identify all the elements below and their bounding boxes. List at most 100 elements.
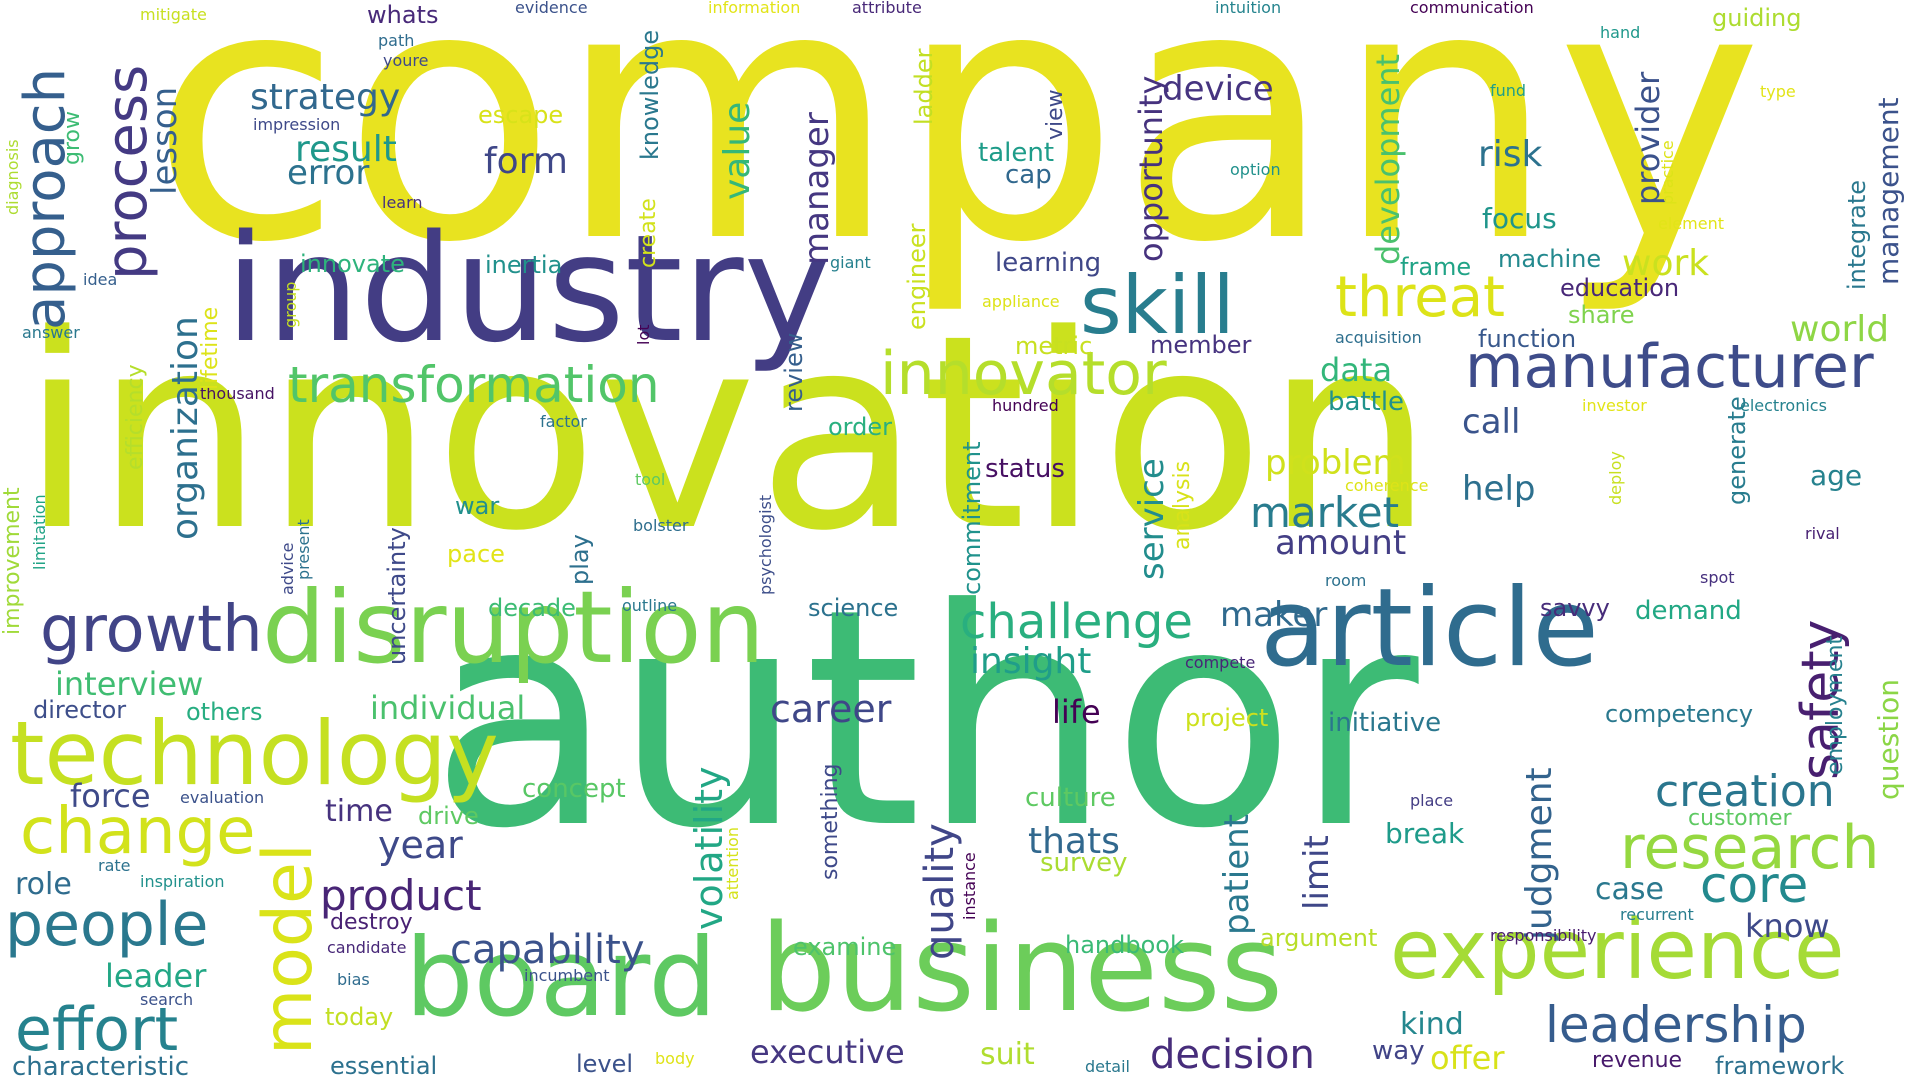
word-outline: outline [622,596,678,615]
word-drive: drive [418,802,479,830]
word-framework: framework [1715,1052,1845,1080]
word-view: view [1043,89,1068,140]
word-answer: answer [22,323,80,342]
word-inspiration: inspiration [140,872,225,891]
word-work: work [1622,243,1710,284]
word-inertia: inertia [485,251,563,279]
word-opportunity: opportunity [1132,75,1170,262]
word-thousand: thousand [200,384,275,403]
word-thats: thats [1028,821,1120,862]
word-detail: detail [1085,1057,1130,1076]
word-amount: amount [1275,523,1407,563]
word-efficiency: efficiency [123,364,148,470]
word-information: information [708,0,801,17]
word-metric: metric [1015,332,1093,360]
word-candidate: candidate [327,938,407,957]
word-core: core [1700,856,1809,914]
word-mitigate: mitigate [140,5,207,24]
word-coherence: coherence [1345,476,1429,495]
word-time: time [325,794,393,829]
word-option: option [1230,160,1281,179]
word-learn: learn [382,193,423,212]
word-know: know [1745,907,1830,945]
word-instance: instance [960,852,979,920]
word-responsibility: responsibility [1490,926,1597,945]
word-order: order [828,413,892,441]
word-way: way [1372,1036,1425,1066]
word-technology: technology [10,702,499,805]
word-bolster: bolster [633,516,689,535]
word-tool: tool [635,470,666,489]
word-risk: risk [1478,134,1543,175]
word-form: form [484,141,568,182]
word-type: type [1760,82,1796,101]
word-limitation: limitation [30,494,49,570]
word-people: people [5,890,209,960]
word-patient: patient [1217,814,1257,935]
word-ladder: ladder [910,48,938,125]
word-handbook: handbook [1065,931,1184,959]
word-uncertainty: uncertainty [383,527,411,665]
word-development: development [1369,53,1407,265]
word-psychologist: psychologist [756,494,775,595]
word-innovate: innovate [300,250,405,278]
word-recurrent: recurrent [1620,905,1694,924]
word-survey: survey [1040,848,1128,878]
word-world: world [1790,309,1890,350]
word-skill: skill [1080,259,1235,352]
word-culture: culture [1025,783,1116,813]
word-manager: manager [797,112,837,265]
word-threat: threat [1335,265,1505,330]
word-article: article [1260,566,1599,691]
word-others: others [186,698,263,726]
word-industry: industry [225,203,832,375]
word-problem: problem [1265,443,1406,483]
word-examine: examine [793,933,897,961]
word-product: product [320,871,482,920]
word-experience: experience [1390,903,1845,998]
word-insight: insight [970,641,1092,682]
word-search: search [140,990,194,1009]
word-role: role [15,867,72,902]
word-hundred: hundred [992,396,1059,415]
word-demand: demand [1635,596,1742,626]
word-transformation: transformation [288,356,660,414]
word-room: room [1325,571,1367,590]
word-evaluation: evaluation [180,788,265,807]
word-integrate: integrate [1843,179,1871,290]
word-growth: growth [40,593,263,667]
word-limit: limit [1297,835,1337,910]
word-suit: suit [980,1037,1035,1072]
word-competency: competency [1605,700,1754,728]
word-rate: rate [98,856,131,875]
word-leadership: leadership [1545,996,1807,1054]
word-compete: compete [1185,653,1256,672]
word-career: career [770,687,892,731]
word-revenue: revenue [1592,1048,1683,1073]
word-life: life [1052,693,1101,731]
word-electronics: electronics [1740,396,1827,415]
word-challenge: challenge [960,594,1193,650]
word-science: science [808,594,899,622]
word-market: market [1250,488,1400,537]
word-element: element [1658,214,1724,233]
word-quality: quality [917,823,963,960]
word-concept: concept [522,774,626,804]
word-attribute: attribute [852,0,922,17]
word-lesson: lesson [145,86,185,195]
word-capability: capability [450,927,645,973]
word-member: member [1150,331,1252,359]
word-service: service [1132,458,1172,580]
word-strategy: strategy [250,77,401,118]
word-director: director [33,696,127,724]
word-improvement: improvement [0,487,25,635]
word-question: question [1872,679,1905,800]
word-commitment: commitment [958,441,986,595]
word-whats: whats [367,1,439,29]
word-incumbent: incumbent [524,966,610,985]
word-disruption: disruption [262,569,765,686]
word-change: change [20,795,256,869]
word-model: model [249,843,328,1055]
word-judgment: judgment [1519,767,1560,940]
word-initiative: initiative [1328,708,1442,738]
